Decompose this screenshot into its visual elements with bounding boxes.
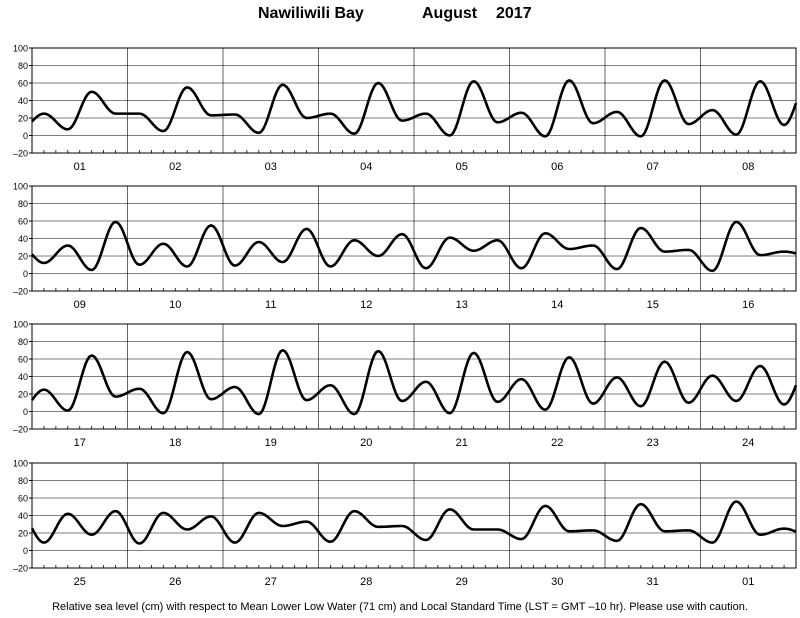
day-label: 01: [742, 576, 754, 588]
y-tick-label: 20: [18, 529, 28, 539]
y-tick-label: 20: [18, 252, 28, 262]
day-label: 16: [742, 299, 754, 311]
sea-level-line: [31, 220, 797, 273]
day-label: 19: [265, 437, 277, 449]
day-label: 12: [360, 299, 372, 311]
y-tick-label: –20: [13, 564, 28, 574]
day-label: 07: [647, 161, 659, 173]
day-label: 14: [551, 299, 563, 311]
y-tick-label: 0: [23, 269, 28, 279]
day-label: 31: [647, 576, 659, 588]
panel-1: 100 80 60 40 20 0 –20 01 02 03 04 05 06 07 08: [13, 44, 798, 173]
y-tick-label: 100: [13, 320, 28, 330]
y-tick-label: 40: [18, 96, 28, 106]
panel-3: 100 80 60 40 20 0 –20 17 18 19 20 21 22 23 24: [13, 320, 798, 449]
day-label: 29: [456, 576, 468, 588]
y-tick-label: 80: [18, 476, 28, 486]
day-label: 24: [742, 437, 754, 449]
y-tick-label: 20: [18, 390, 28, 400]
day-label: 28: [360, 576, 372, 588]
y-tick-label: 100: [13, 459, 28, 469]
y-tick-label: 100: [13, 44, 28, 54]
y-tick-label: 40: [18, 372, 28, 382]
sea-level-line: [31, 79, 798, 138]
y-tick-label: 100: [13, 182, 28, 192]
y-tick-label: 60: [18, 494, 28, 504]
chart-month: August: [422, 5, 478, 22]
day-label: 25: [74, 576, 86, 588]
day-label: 08: [742, 161, 754, 173]
day-label: 15: [647, 299, 659, 311]
day-label: 21: [456, 437, 468, 449]
station-name: Nawiliwili Bay: [258, 5, 364, 22]
y-tick-label: 60: [18, 217, 28, 227]
y-tick-label: –20: [13, 425, 28, 435]
day-label: 02: [169, 161, 181, 173]
day-label: 05: [456, 161, 468, 173]
panel-2: 100 80 60 40 20 0 –20 09 10 11 12 13 14 15 16: [13, 182, 797, 311]
sea-level-line: [30, 500, 797, 545]
y-tick-label: 60: [18, 79, 28, 89]
y-tick-label: 40: [18, 234, 28, 244]
y-tick-label: –20: [13, 287, 28, 297]
day-label: 04: [360, 161, 372, 173]
y-tick-label: 80: [18, 61, 28, 71]
y-tick-label: 40: [18, 511, 28, 521]
y-tick-label: 0: [23, 546, 28, 556]
day-label: 01: [74, 161, 86, 173]
day-label: 22: [551, 437, 563, 449]
day-label: 20: [360, 437, 372, 449]
day-label: 09: [74, 299, 86, 311]
day-label: 30: [551, 576, 563, 588]
y-tick-label: 20: [18, 114, 28, 124]
day-label: 26: [169, 576, 181, 588]
day-label: 13: [456, 299, 468, 311]
y-tick-label: –20: [13, 149, 28, 159]
day-label: 03: [265, 161, 277, 173]
footer-note: Relative sea level (cm) with respect to …: [52, 601, 748, 613]
day-label: 10: [169, 299, 181, 311]
sea-level-line: [30, 348, 798, 416]
day-label: 11: [265, 299, 276, 311]
day-label: 18: [169, 437, 181, 449]
y-tick-label: 80: [18, 337, 28, 347]
day-label: 06: [551, 161, 563, 173]
y-tick-label: 80: [18, 199, 28, 209]
y-tick-label: 0: [23, 407, 28, 417]
day-label: 17: [74, 437, 86, 449]
day-label: 23: [647, 437, 659, 449]
y-tick-label: 60: [18, 355, 28, 365]
day-label: 27: [265, 576, 277, 588]
chart-title: Nawiliwili Bay August 2017: [0, 5, 800, 27]
panel-4: 100 80 60 40 20 0 –20 25 26 27 28 29 30 31 01: [13, 459, 797, 588]
y-tick-label: 0: [23, 131, 28, 141]
chart-year: 2017: [496, 5, 532, 22]
